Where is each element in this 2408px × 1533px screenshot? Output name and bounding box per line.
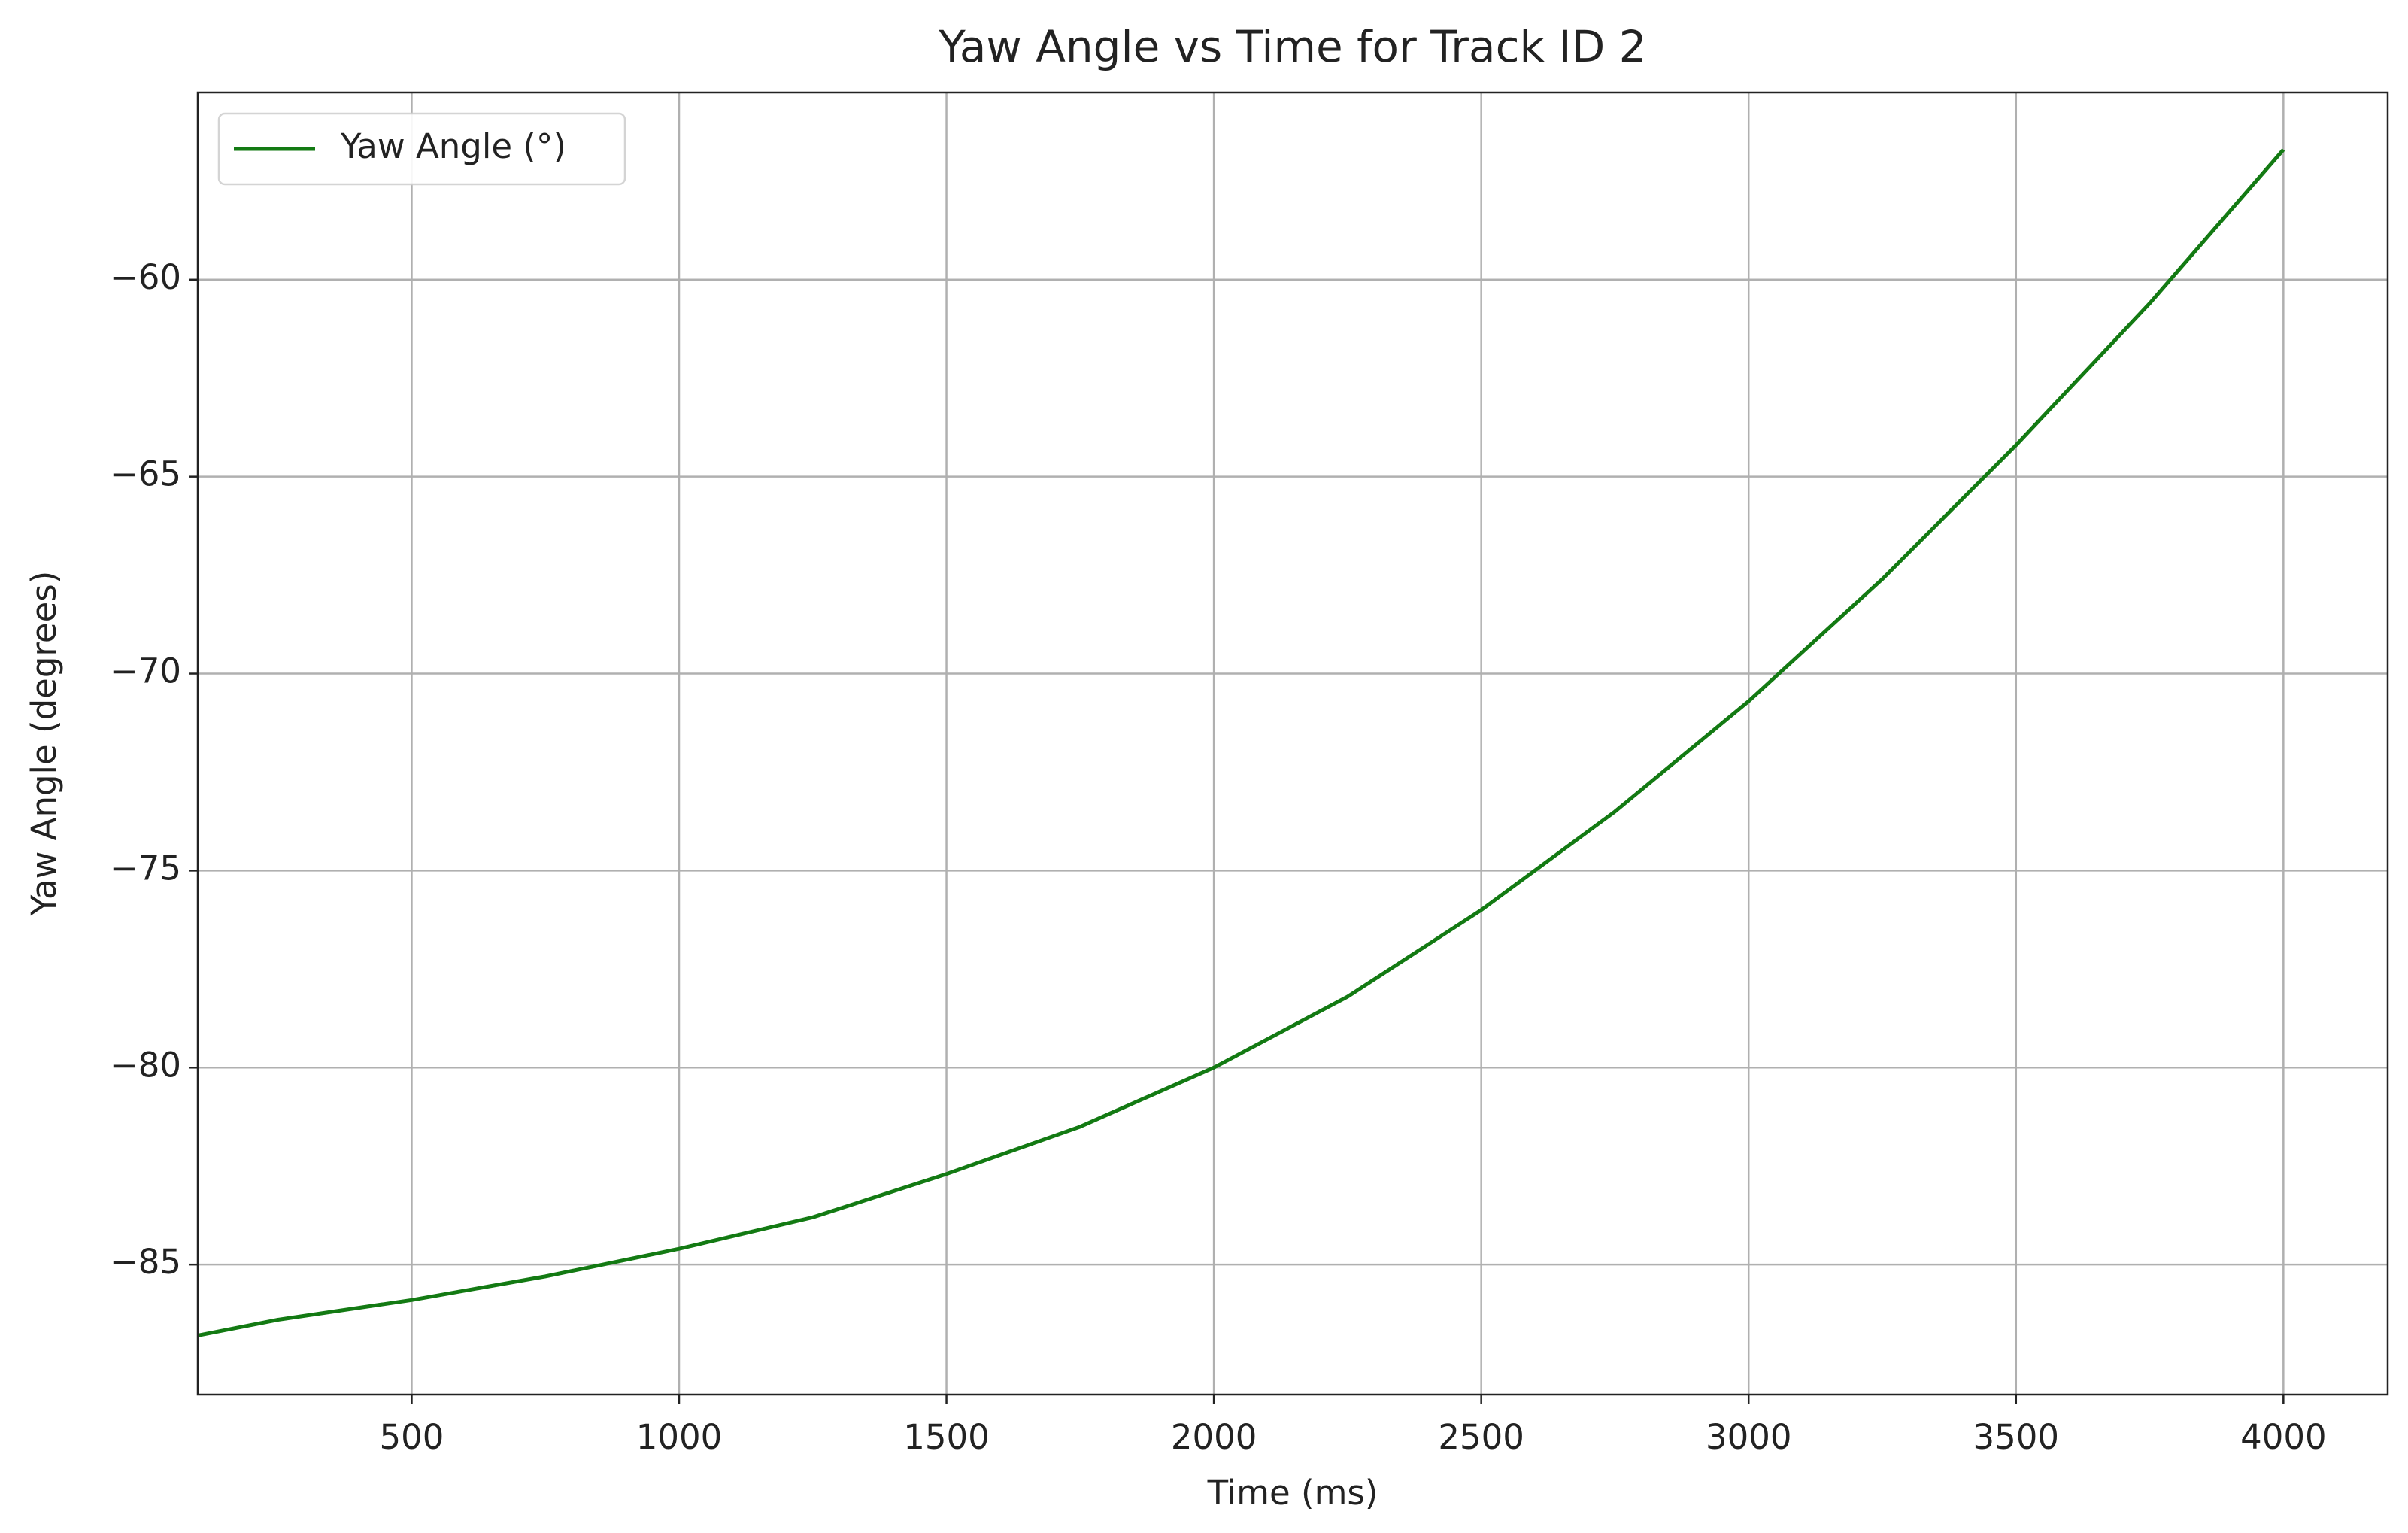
x-tick-label: 1500 xyxy=(903,1417,990,1457)
x-tick-label: 3000 xyxy=(1706,1417,1792,1457)
legend-box xyxy=(217,112,626,186)
y-tick-label: −70 xyxy=(110,651,181,691)
y-tick-label: −60 xyxy=(110,257,181,297)
y-tick-label: −80 xyxy=(110,1045,181,1085)
x-tick-label: 1000 xyxy=(636,1417,723,1457)
x-tick-label: 4000 xyxy=(2240,1417,2327,1457)
y-tick-label: −65 xyxy=(110,454,181,494)
x-tick-label: 2500 xyxy=(1438,1417,1524,1457)
x-tick-label: 500 xyxy=(379,1417,444,1457)
y-tick-label: −85 xyxy=(110,1242,181,1282)
y-axis-label: Yaw Angle (degrees) xyxy=(24,571,64,917)
x-tick-label: 2000 xyxy=(1171,1417,1257,1457)
legend-label: Yaw Angle (°) xyxy=(340,126,566,166)
plot-frame xyxy=(196,91,2389,1396)
x-tick-label: 3500 xyxy=(1973,1417,2060,1457)
x-axis-label: Time (ms) xyxy=(1207,1473,1378,1513)
data-line xyxy=(197,148,2285,1337)
y-tick-label: −75 xyxy=(110,848,181,888)
chart-title: Yaw Angle vs Time for Track ID 2 xyxy=(938,21,1646,72)
